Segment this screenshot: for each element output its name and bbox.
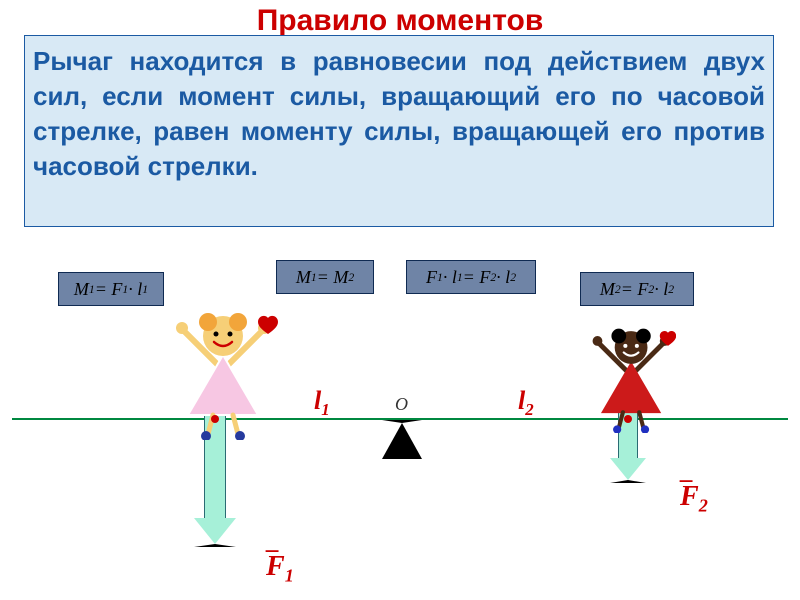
pivot-label: O xyxy=(395,394,408,415)
force-arrow-f1-head xyxy=(194,518,236,547)
formula-m1: M1 = F1 · l1 xyxy=(58,272,164,306)
formula-m1m2: M1 = M2 xyxy=(276,260,374,294)
fulcrum-icon xyxy=(382,420,422,459)
force-label-f1: –F1 xyxy=(266,540,294,583)
force-label-f2: –F2 xyxy=(680,470,708,513)
arm-label-l1: l1 xyxy=(314,386,330,420)
page-title: Правило моментов xyxy=(0,4,800,38)
rule-text: Рычаг находится в равновесии под действи… xyxy=(24,35,774,227)
force-arrow-f2-head xyxy=(610,458,646,483)
child-figure-1 xyxy=(168,300,278,440)
formula-fl: F1 · l1 = F2 · l2 xyxy=(406,260,536,294)
lever-attachment-f2 xyxy=(624,415,632,423)
lever-attachment-f1 xyxy=(211,415,219,423)
formula-m2: M2 = F2 · l2 xyxy=(580,272,694,306)
arm-label-l2: l2 xyxy=(518,386,534,420)
